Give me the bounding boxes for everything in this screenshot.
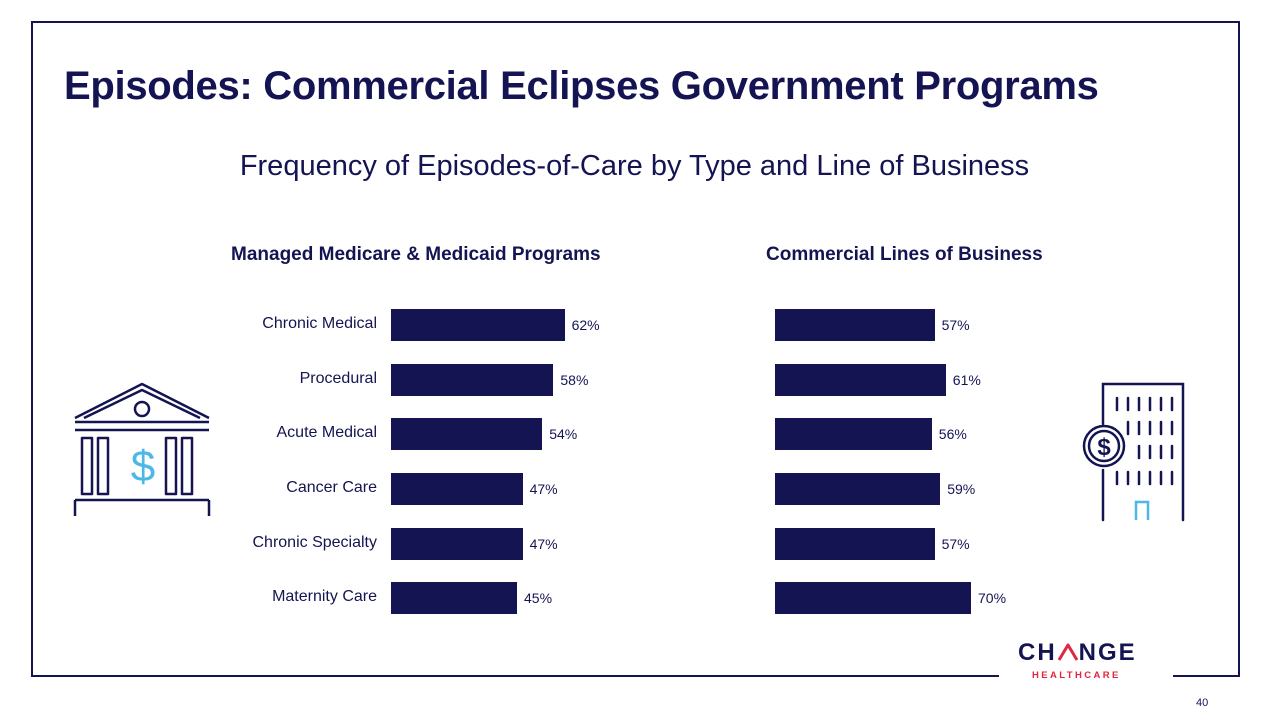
svg-text:$: $ xyxy=(1097,434,1111,461)
frame-top-border xyxy=(31,21,1240,23)
logo-text-left: CH xyxy=(1018,639,1057,666)
bar xyxy=(775,418,932,450)
bar xyxy=(775,528,935,560)
data-label: 62% xyxy=(571,317,600,333)
bar xyxy=(391,309,565,341)
logo-wordmark: CH NGE xyxy=(1018,641,1137,665)
frame-bottom-border-right xyxy=(1173,675,1240,677)
data-label: 56% xyxy=(938,426,967,442)
svg-text:$: $ xyxy=(131,442,155,491)
chart-title-commercial: Commercial Lines of Business xyxy=(766,244,1043,265)
data-label: 59% xyxy=(947,481,976,497)
data-label: 47% xyxy=(529,481,558,497)
data-label: 70% xyxy=(978,590,1007,606)
chart-title-government: Managed Medicare & Medicaid Programs xyxy=(231,244,601,265)
page-number: 40 xyxy=(1196,697,1209,709)
slide-subtitle: Frequency of Episodes-of-Care by Type an… xyxy=(239,150,1030,182)
data-label: 57% xyxy=(941,317,970,333)
data-label: 45% xyxy=(524,590,553,606)
slide-title: Episodes: Commercial Eclipses Government… xyxy=(64,64,1099,108)
category-label: Cancer Care xyxy=(286,479,377,496)
category-label: Procedural xyxy=(299,370,377,387)
frame-right-border xyxy=(1238,21,1240,677)
category-label: Acute Medical xyxy=(276,424,378,441)
data-label: 47% xyxy=(529,536,558,552)
frame-left-border xyxy=(31,21,33,677)
data-label: 61% xyxy=(952,372,981,388)
change-healthcare-logo: CH NGE HEALTHCARE xyxy=(1018,641,1137,682)
bar xyxy=(391,473,523,505)
bar xyxy=(391,418,543,450)
bar xyxy=(391,582,517,614)
bar xyxy=(391,528,523,560)
category-label: Maternity Care xyxy=(272,588,377,605)
bar xyxy=(775,473,941,505)
logo-triangle-icon xyxy=(1057,643,1078,661)
logo-subtitle: HEALTHCARE xyxy=(1032,670,1121,681)
logo-text-right: NGE xyxy=(1078,639,1137,666)
category-label: Chronic Specialty xyxy=(252,534,378,551)
bank-building-dollar-icon: $ xyxy=(73,382,211,516)
data-label: 58% xyxy=(560,372,589,388)
office-building-dollar-icon: $ xyxy=(1082,382,1185,522)
frame-bottom-border-left xyxy=(31,675,999,677)
bar xyxy=(775,309,935,341)
bar xyxy=(391,364,554,396)
data-label: 54% xyxy=(549,426,578,442)
category-label: Chronic Medical xyxy=(262,315,377,332)
bar xyxy=(775,582,971,614)
bar xyxy=(775,364,946,396)
data-label: 57% xyxy=(941,536,970,552)
